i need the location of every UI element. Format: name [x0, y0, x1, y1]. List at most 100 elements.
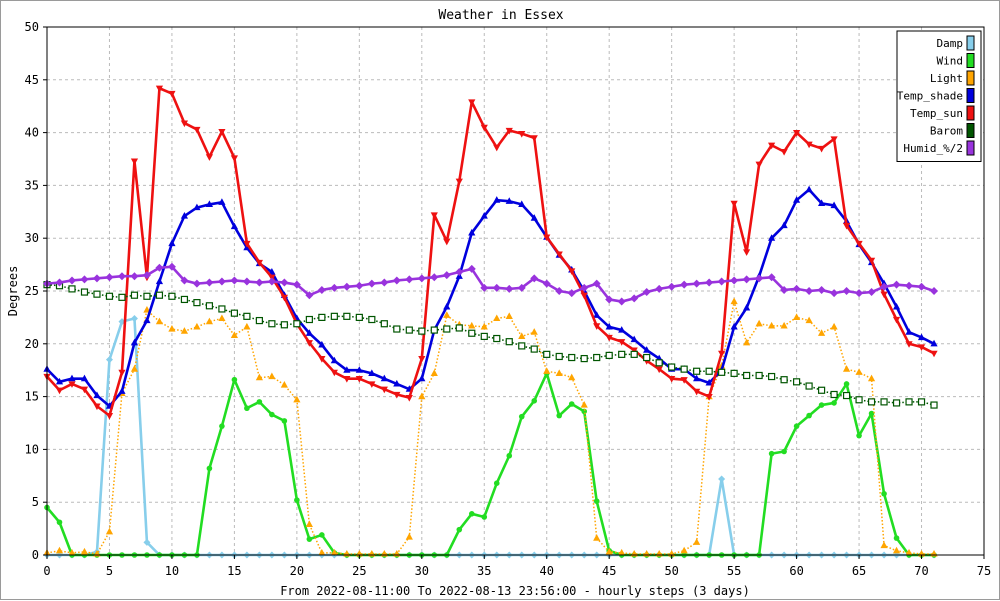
data-point-barom	[643, 353, 651, 362]
data-point-temp-shade	[618, 326, 626, 333]
data-point-temp-shade	[93, 391, 101, 399]
data-point-humid-2	[555, 287, 564, 295]
data-point-humid-2	[492, 283, 501, 292]
data-point-temp-shade	[593, 311, 601, 318]
legend-label-humid-2: Humid_%/2	[903, 142, 963, 155]
data-point-temp-shade	[630, 335, 638, 343]
legend-swatch-temp-sun	[966, 105, 975, 121]
data-point-light	[168, 325, 176, 332]
data-point-light	[905, 548, 913, 556]
data-point-barom	[693, 367, 701, 375]
data-point-humid-2	[730, 276, 739, 285]
data-point-temp-sun	[917, 344, 926, 351]
data-point-temp-sun	[230, 155, 238, 162]
data-point-humid-2	[305, 291, 314, 300]
data-point-barom	[792, 378, 801, 386]
data-point-humid-2	[892, 280, 901, 289]
data-point-light	[842, 365, 851, 372]
data-point-barom	[305, 315, 313, 324]
data-point-temp-sun	[680, 377, 688, 384]
data-point-damp	[718, 475, 726, 483]
y-tick-label: 20	[25, 337, 39, 351]
data-point-humid-2	[342, 282, 351, 291]
data-point-humid-2	[530, 274, 539, 283]
data-point-light	[293, 395, 301, 403]
series-line-damp	[47, 317, 935, 557]
data-point-temp-shade	[930, 339, 938, 347]
data-point-temp-sun	[593, 323, 601, 330]
data-point-barom	[480, 332, 488, 341]
data-point-light	[468, 321, 476, 329]
data-point-light	[543, 367, 551, 374]
data-point-temp-sun	[255, 259, 263, 267]
data-point-temp-sun	[430, 212, 438, 219]
data-point-barom	[468, 329, 476, 337]
data-point-barom	[230, 309, 238, 317]
data-point-temp-shade	[905, 328, 913, 335]
data-point-light	[830, 322, 838, 330]
y-axis-ticks: 0 5 10 15 20 25 30 35 40 45 50	[25, 20, 47, 562]
data-point-barom	[155, 291, 164, 299]
data-point-damp	[143, 538, 151, 546]
x-tick-label: 5	[106, 564, 113, 578]
data-point-temp-sun	[743, 249, 751, 256]
series-line-humid-2	[46, 265, 935, 303]
data-point-light	[580, 401, 588, 408]
data-point-temp-shade	[180, 212, 189, 219]
data-point-light	[68, 548, 76, 556]
data-point-humid-2	[442, 271, 451, 280]
data-point-temp-sun	[193, 126, 201, 134]
x-tick-label: 70	[914, 564, 928, 578]
data-point-humid-2	[117, 272, 126, 281]
data-point-humid-2	[142, 271, 151, 280]
data-point-temp-sun	[405, 395, 413, 402]
x-tick-label: 60	[789, 564, 803, 578]
x-tick-label: 25	[352, 564, 366, 578]
data-point-temp-sun	[318, 355, 326, 363]
data-point-barom	[143, 292, 151, 300]
legend-swatch-damp	[966, 35, 975, 51]
data-point-light	[530, 328, 538, 335]
data-point-barom	[680, 365, 688, 373]
data-point-temp-sun	[568, 268, 576, 275]
data-point-barom	[917, 398, 926, 406]
data-point-wind	[831, 400, 837, 406]
series-barom	[43, 281, 938, 409]
data-point-temp-shade	[830, 201, 838, 209]
x-tick-label: 40	[540, 564, 554, 578]
series-light	[43, 297, 938, 557]
data-point-barom	[268, 320, 276, 328]
data-point-humid-2	[92, 274, 101, 283]
data-point-light	[243, 322, 251, 330]
data-point-temp-sun	[730, 200, 738, 208]
data-point-light	[418, 392, 426, 400]
x-tick-label: 20	[290, 564, 304, 578]
data-point-temp-sun	[930, 350, 938, 358]
data-point-temp-sun	[880, 291, 888, 299]
data-point-temp-shade	[493, 196, 501, 203]
data-point-light	[768, 321, 776, 329]
data-point-light	[330, 548, 338, 556]
data-point-barom	[618, 350, 626, 358]
data-point-temp-sun	[505, 127, 513, 135]
data-point-temp-shade	[268, 267, 276, 275]
data-point-temp-sun	[218, 128, 226, 136]
data-point-barom	[518, 342, 526, 350]
data-point-barom	[405, 326, 413, 334]
data-point-barom	[343, 312, 351, 320]
data-point-temp-sun	[668, 376, 676, 383]
data-point-temp-shade	[530, 214, 538, 221]
x-tick-label: 10	[165, 564, 179, 578]
data-point-wind	[256, 399, 263, 405]
data-point-barom	[430, 326, 438, 334]
data-point-light	[618, 548, 626, 556]
data-point-humid-2	[617, 297, 626, 306]
data-point-humid-2	[467, 264, 476, 273]
data-point-humid-2	[742, 275, 751, 284]
legend-label-barom: Barom	[930, 125, 963, 138]
data-point-light	[318, 548, 326, 556]
data-point-humid-2	[217, 277, 226, 286]
data-point-light	[518, 332, 526, 340]
series-humid-2	[43, 262, 939, 306]
data-point-temp-sun	[443, 238, 451, 246]
